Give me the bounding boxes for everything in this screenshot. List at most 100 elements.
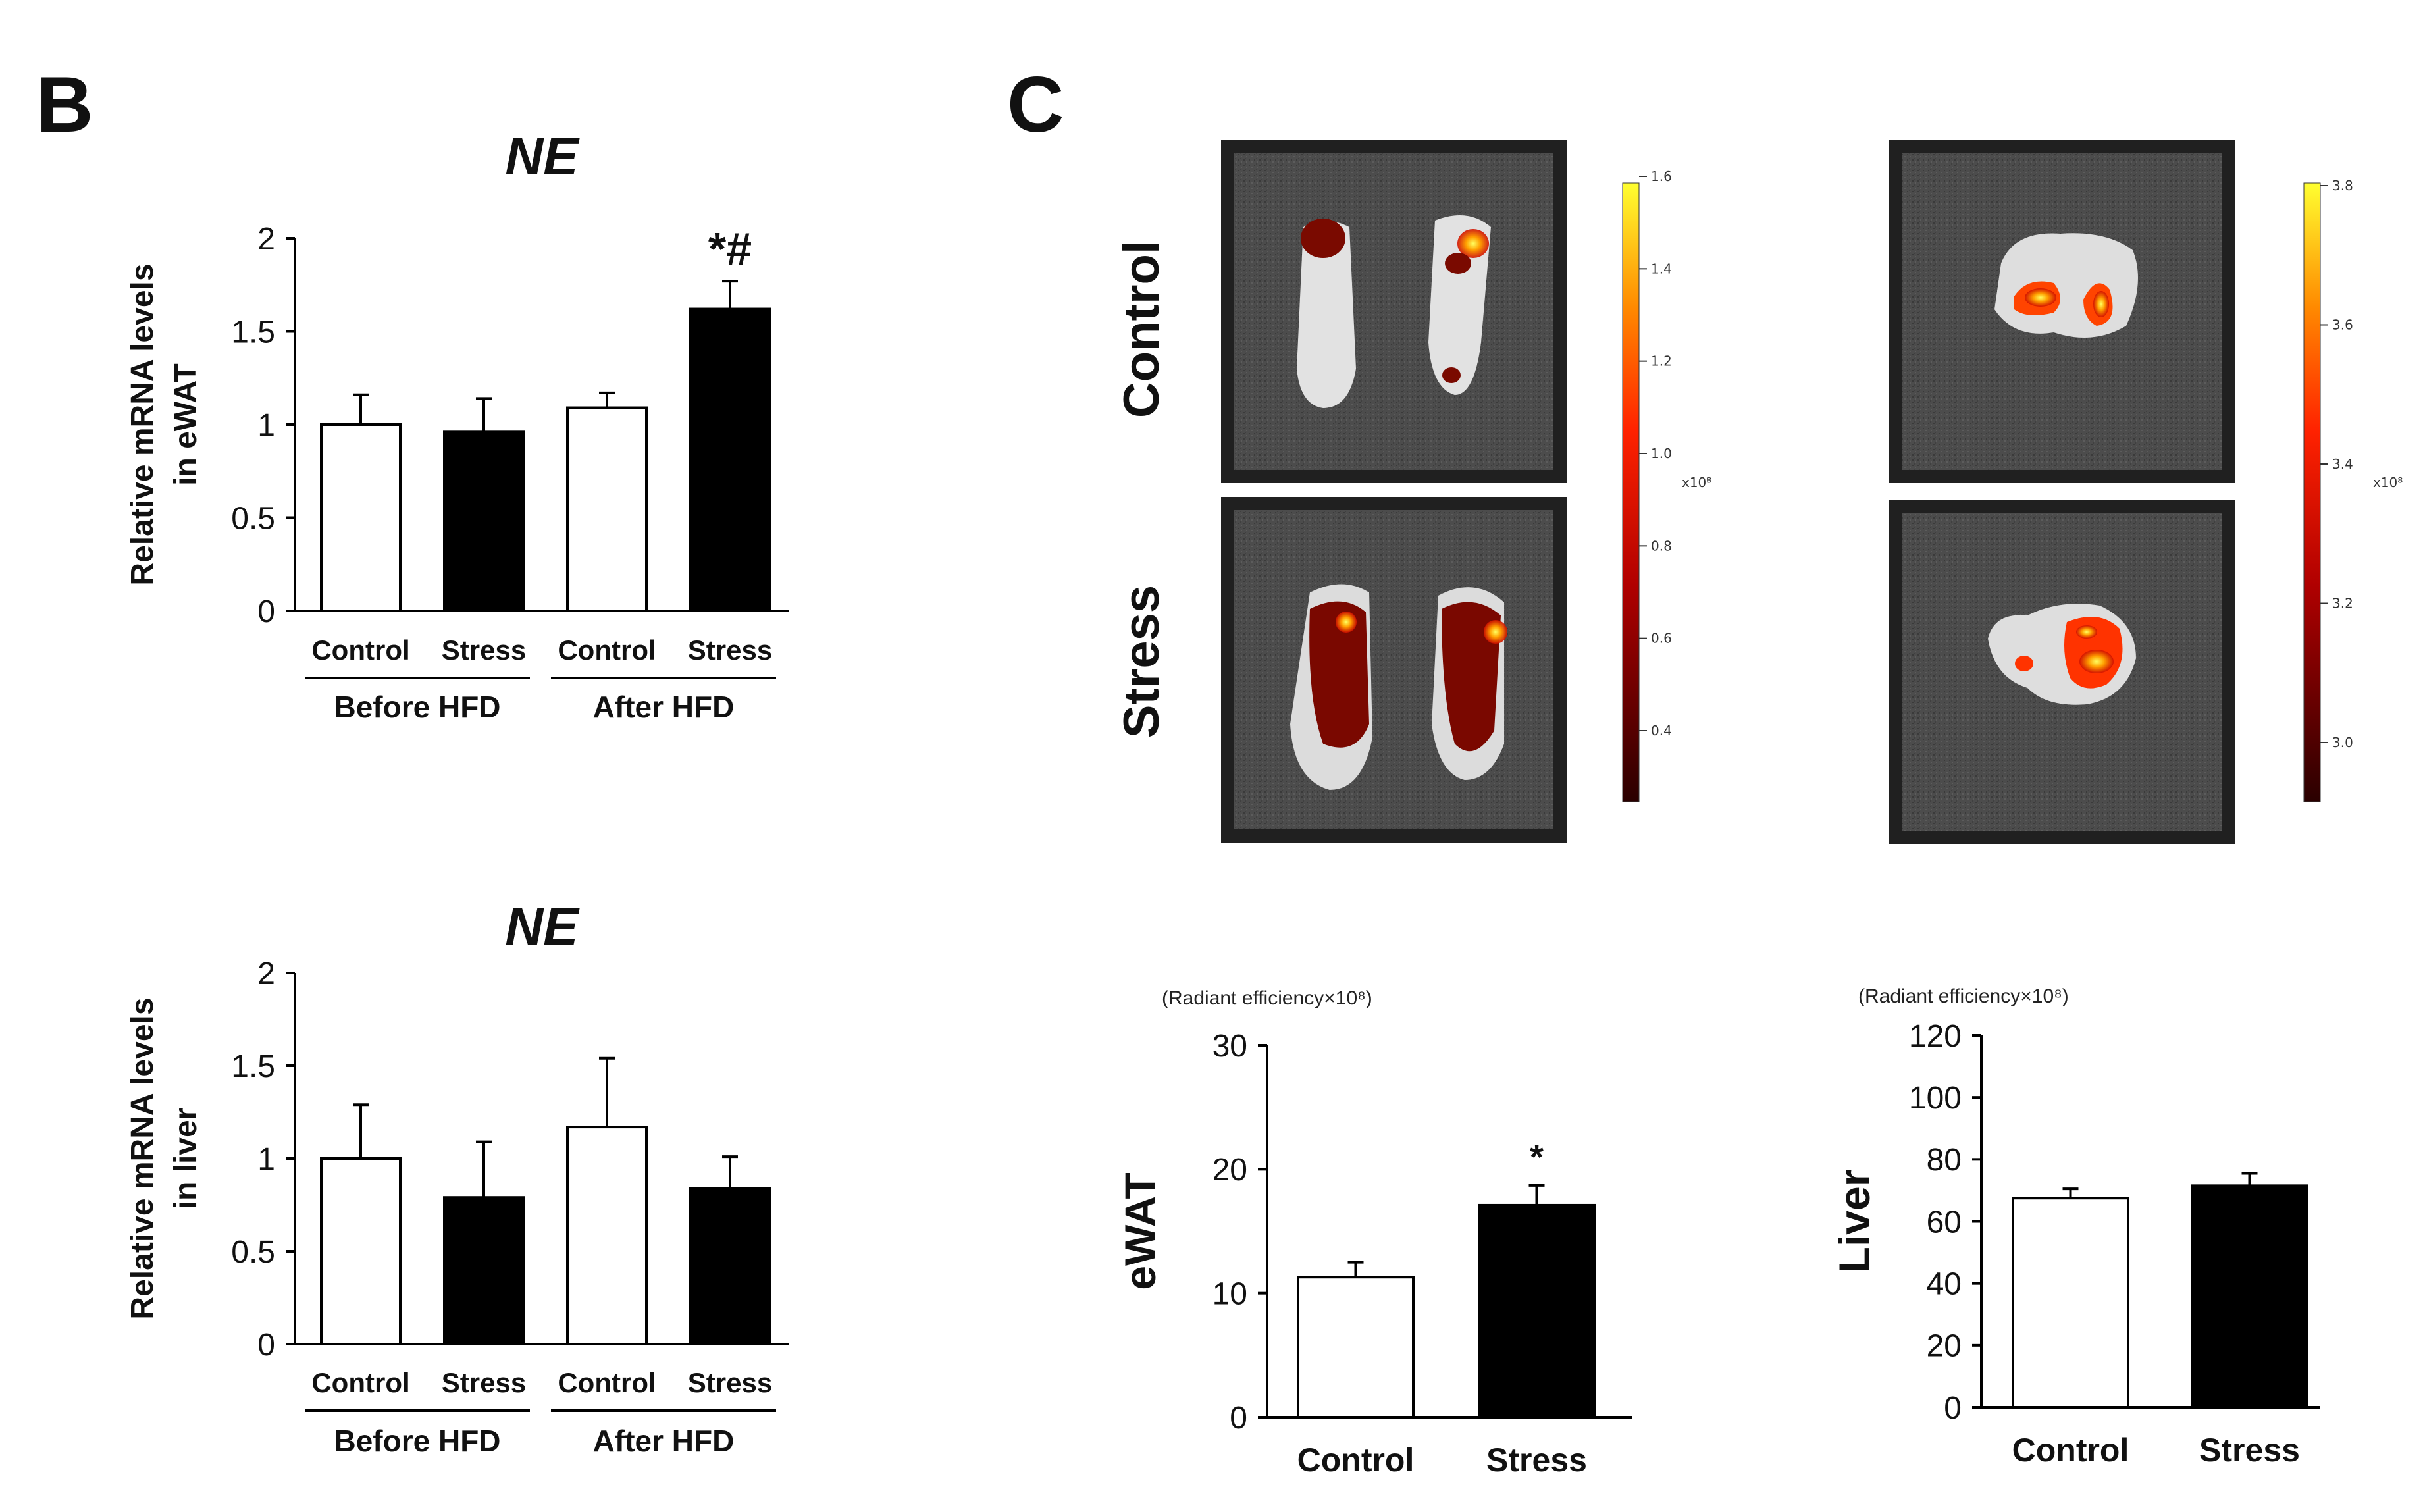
colorbar-tick-label: 3.8 xyxy=(2332,178,2353,194)
colorbar-liver: 3.8 3.6 3.4 3.2 3.0 x10⁸ xyxy=(2303,178,2403,802)
bar xyxy=(566,406,648,613)
significance-marker: *# xyxy=(708,223,752,274)
y-tick-label: 1 xyxy=(257,1142,275,1177)
x-tick-label: Stress xyxy=(688,1367,772,1398)
colorbar-tick-label: 1.0 xyxy=(1651,446,1672,461)
signal-spot xyxy=(2015,656,2033,671)
signal-region xyxy=(1442,602,1501,752)
y-tick-label: 30 xyxy=(1212,1029,1247,1064)
colorbar-tick-label: 0.4 xyxy=(1651,723,1672,739)
signal-spot xyxy=(1445,253,1471,274)
colorbar-unit: x10⁸ xyxy=(2373,475,2403,490)
chart-title: NE xyxy=(505,897,580,956)
y-tick-label: 0.5 xyxy=(231,1235,275,1270)
bar xyxy=(320,1157,402,1345)
signal-spot xyxy=(1301,219,1345,258)
signal-spot xyxy=(1457,229,1489,258)
bar xyxy=(566,1126,648,1346)
tissue-liver-control xyxy=(1994,233,2138,338)
colorbar-tick-label: 3.6 xyxy=(2332,317,2353,333)
x-tick-label: Stress xyxy=(1486,1442,1587,1478)
x-tick-label: Control xyxy=(2012,1432,2129,1469)
image-liver-stress xyxy=(1889,500,2235,844)
chart-ne-liver: NE Relative mRNA levels in liver 0 0.5 1 1.5 2 C… xyxy=(125,897,789,1458)
panel-letter-c: C xyxy=(1007,61,1064,149)
y-tick-label: 1.5 xyxy=(231,1049,275,1084)
signal-spot xyxy=(2025,288,2056,307)
colorbar-ewat: 1.6 1.4 1.2 1.0 0.8 0.6 0.4 x10⁸ xyxy=(1622,169,1711,802)
bar xyxy=(443,430,525,612)
y-axis-label: eWAT xyxy=(1116,1172,1164,1290)
y-tick-label: 60 xyxy=(1927,1205,1962,1239)
bar xyxy=(320,423,402,612)
x-tick-label: Control xyxy=(311,635,409,665)
x-tick-label: Control xyxy=(558,635,656,665)
group-label: After HFD xyxy=(593,690,735,724)
colorbar-tick-label: 3.2 xyxy=(2332,596,2353,612)
bar xyxy=(2191,1184,2308,1409)
tissue-ewat-control-left xyxy=(1297,221,1356,408)
y-axis-label: Liver xyxy=(1830,1170,1879,1274)
y-axis-label: Relative mRNA levels xyxy=(125,997,160,1319)
x-tick-label: Stress xyxy=(442,1367,526,1398)
colorbar-tick-label: 1.2 xyxy=(1651,353,1672,369)
y-tick-label: 1.5 xyxy=(231,315,275,350)
y-tick-label: 1 xyxy=(257,408,275,443)
signal-spot xyxy=(2079,650,2114,673)
signal-spot xyxy=(1336,612,1357,633)
bar xyxy=(689,1187,771,1345)
chart-radiant-ewat: (Radiant efficiency×10⁸) eWAT 0 10 20 30 Contr… xyxy=(1116,987,1632,1478)
y-tick-label: 0 xyxy=(257,1328,275,1363)
bar xyxy=(1478,1203,1596,1419)
y-axis-label: in liver xyxy=(169,1108,203,1210)
signal-spot xyxy=(2093,291,2109,317)
y-tick-label: 80 xyxy=(1927,1143,1962,1178)
y-axis-label: in eWAT xyxy=(169,363,203,486)
colorbar-tick-label: 3.4 xyxy=(2332,456,2353,472)
image-ewat-control xyxy=(1221,140,1567,483)
colorbar-tick-label: 1.4 xyxy=(1651,261,1672,276)
x-tick-label: Control xyxy=(558,1367,656,1398)
y-tick-label: 20 xyxy=(1927,1329,1962,1364)
colorbar-tick-label: 3.0 xyxy=(2332,735,2353,750)
bar xyxy=(1297,1276,1415,1419)
chart-radiant-liver: (Radiant efficiency×10⁸) Liver 0 20 40 60 80 10… xyxy=(1830,985,2320,1469)
signal-spot xyxy=(1484,620,1507,644)
x-tick-label: Control xyxy=(1297,1442,1415,1478)
y-tick-label: 0 xyxy=(1944,1391,1962,1426)
y-tick-label: 40 xyxy=(1927,1266,1962,1301)
signal-spot xyxy=(1442,367,1461,383)
y-tick-label: 0 xyxy=(1230,1401,1247,1436)
y-tick-label: 100 xyxy=(1909,1081,1962,1116)
y-tick-label: 0.5 xyxy=(231,501,275,536)
tissue-ewat-control-right xyxy=(1428,215,1491,395)
x-tick-label: Stress xyxy=(2199,1432,2300,1469)
colorbar-tick-label: 0.6 xyxy=(1651,631,1672,646)
group-label: Before HFD xyxy=(334,690,500,724)
y-tick-label: 10 xyxy=(1212,1276,1247,1311)
y-tick-label: 2 xyxy=(257,956,275,991)
colorbar-tick-label: 1.6 xyxy=(1651,169,1672,184)
x-tick-label: Stress xyxy=(442,635,526,665)
group-label: After HFD xyxy=(593,1424,735,1458)
y-tick-label: 0 xyxy=(257,594,275,629)
signal-spot xyxy=(2076,625,2097,639)
group-label: Before HFD xyxy=(334,1424,500,1458)
y-axis-label: Relative mRNA levels xyxy=(125,263,160,585)
bar xyxy=(443,1196,525,1345)
bar xyxy=(689,307,771,612)
y-tick-label: 120 xyxy=(1909,1019,1962,1054)
chart-title: NE xyxy=(505,127,580,186)
unit-note: (Radiant efficiency×10⁸) xyxy=(1858,985,2069,1007)
imaging-row-label-control: Control xyxy=(1114,240,1170,418)
significance-marker: * xyxy=(1530,1137,1544,1177)
panel-letter-b: B xyxy=(36,61,93,149)
y-tick-label: 20 xyxy=(1212,1153,1247,1187)
colorbar-tick-label: 0.8 xyxy=(1651,538,1672,554)
signal-region xyxy=(1309,601,1369,748)
y-tick-label: 2 xyxy=(257,222,275,257)
chart-ne-ewat: NE Relative mRNA levels in eWAT 0 0.5 1 1.5 2 Co… xyxy=(125,127,789,724)
x-tick-label: Control xyxy=(311,1367,409,1398)
colorbar-unit: x10⁸ xyxy=(1682,475,1711,490)
